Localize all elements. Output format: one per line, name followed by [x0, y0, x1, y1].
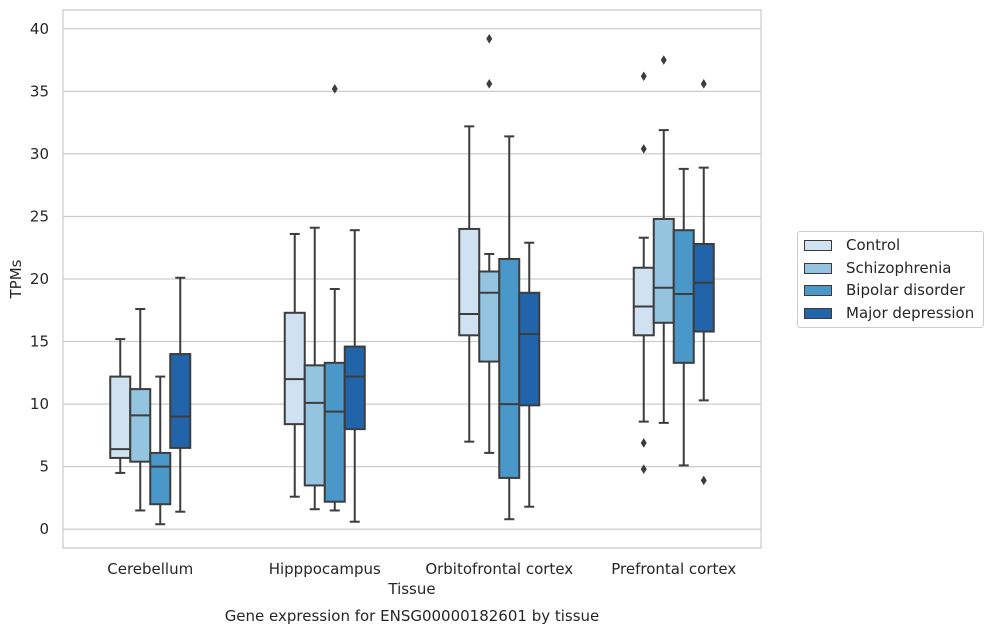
box: [478, 33, 501, 454]
box-iqr: [109, 375, 132, 459]
y-tick-label: 15: [30, 333, 49, 351]
x-tick-label: Prefrontal cortex: [611, 560, 736, 578]
outlier-point: [640, 438, 647, 448]
legend-item-schizophrenia: Schizophrenia: [804, 258, 951, 278]
box: [692, 79, 715, 486]
series-major-depression: [169, 79, 715, 523]
legend-label-control: Control: [846, 236, 901, 254]
box-iqr: [672, 229, 695, 364]
box: [518, 241, 541, 508]
legend: Control Schizophrenia Bipolar disorder M…: [797, 231, 984, 328]
y-tick-label: 35: [30, 82, 49, 100]
outlier-point: [700, 79, 707, 89]
legend-swatch-schizophrenia: [804, 262, 832, 274]
box-iqr: [149, 451, 172, 506]
legend-label-major-depression: Major depression: [846, 304, 975, 322]
outlier-point: [700, 475, 707, 486]
box: [498, 135, 521, 521]
box: [109, 338, 132, 474]
box-iqr: [478, 270, 501, 363]
legend-item-major-depression: Major depression: [804, 303, 974, 323]
y-tick-label: 25: [30, 207, 49, 225]
box: [129, 308, 152, 512]
outlier-point: [331, 84, 338, 94]
series-schizophrenia: [129, 33, 675, 512]
x-tick-label: Orbitofrontal cortex: [425, 560, 573, 578]
y-tick-label: 0: [39, 520, 49, 538]
series-control: [109, 71, 655, 498]
box-iqr: [692, 242, 715, 333]
series-bipolar-disorder: [149, 84, 695, 526]
box-iqr: [283, 311, 306, 426]
box-iqr: [343, 345, 366, 431]
plot-frame: [62, 9, 762, 549]
box: [149, 375, 172, 526]
box-iqr: [518, 291, 541, 407]
outlier-point: [640, 464, 647, 474]
y-tick-label: 40: [30, 20, 49, 38]
y-tick-label: 5: [39, 458, 49, 476]
box-iqr: [129, 388, 152, 463]
outlier-point: [486, 33, 493, 44]
legend-item-control: Control: [804, 235, 900, 255]
legend-label-schizophrenia: Schizophrenia: [846, 259, 952, 277]
box: [652, 55, 675, 424]
box: [632, 71, 655, 474]
y-axis-label: TPMs: [7, 259, 25, 299]
box: [283, 232, 306, 498]
chart-title: Gene expression for ENSG00000182601 by t…: [225, 607, 600, 625]
box: [169, 276, 192, 513]
box: [323, 84, 346, 512]
outlier-point: [640, 71, 647, 82]
legend-label-bipolar-disorder: Bipolar disorder: [846, 281, 965, 299]
y-tick-label: 10: [30, 395, 49, 413]
outlier-point: [660, 55, 667, 65]
box: [343, 229, 366, 523]
y-tick-label: 20: [30, 270, 49, 288]
x-axis-label: Tissue: [387, 580, 435, 598]
box-iqr: [498, 257, 521, 479]
box: [458, 125, 481, 443]
x-tick-label: Hipppocampus: [269, 560, 381, 578]
outlier-point: [486, 79, 493, 89]
box-iqr: [652, 217, 675, 324]
box-iqr: [323, 361, 346, 503]
box-iqr: [632, 266, 655, 337]
x-tick-label: Cerebellum: [107, 560, 193, 578]
box: [303, 226, 326, 511]
legend-swatch-bipolar-disorder: [804, 284, 832, 296]
box-iqr: [458, 227, 481, 337]
box-iqr: [303, 364, 326, 487]
box-iqr: [169, 353, 192, 449]
outlier-point: [640, 144, 647, 154]
legend-swatch-control: [804, 239, 832, 251]
box: [672, 167, 695, 467]
legend-item-bipolar-disorder: Bipolar disorder: [804, 280, 965, 300]
legend-swatch-major-depression: [804, 307, 832, 319]
y-tick-label: 30: [30, 145, 49, 163]
